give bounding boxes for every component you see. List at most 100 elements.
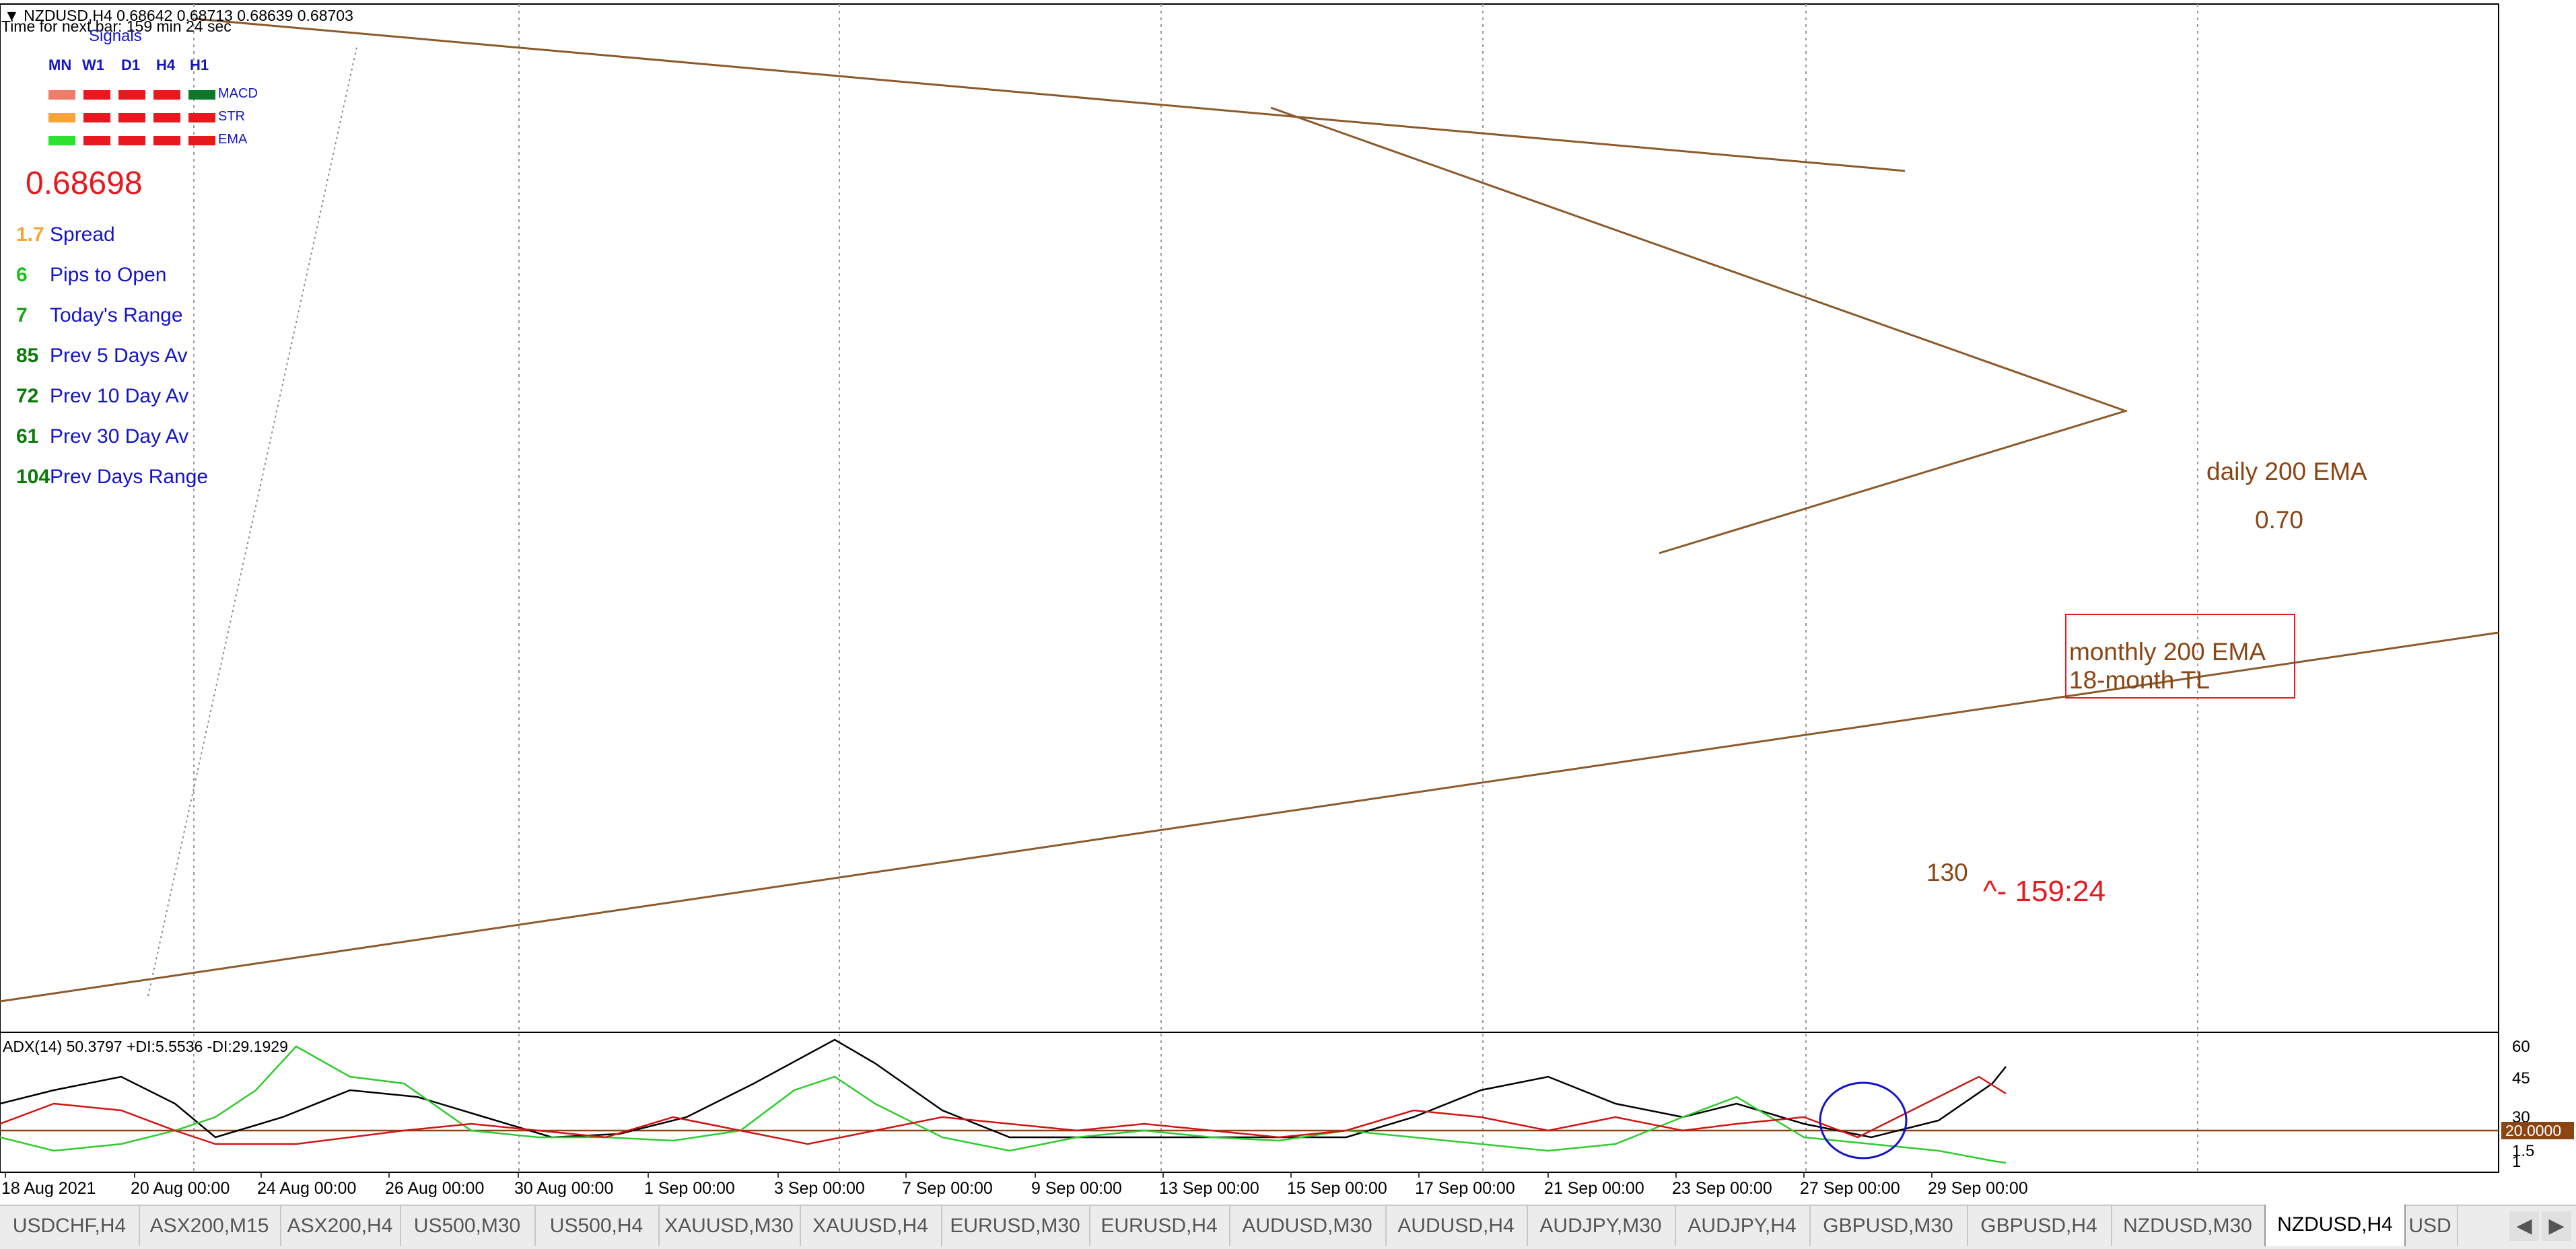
adx-line [0, 1038, 2007, 1139]
stat-value: 85 [16, 345, 39, 367]
signal-cell [83, 90, 110, 100]
time-tick-label: 3 Sep 00:00 [774, 1179, 865, 1198]
chart-tab-audusd-m30[interactable]: AUDUSD,M30 [1229, 1206, 1387, 1246]
adx-tick-label: 45 [2512, 1069, 2530, 1087]
adx-title: ADX(14) 50.3797 +DI:5.5536 -DI:29.1929 [3, 1038, 288, 1055]
time-tick-label: 27 Sep 00:00 [1800, 1179, 1900, 1198]
stat-label: Prev 10 Day Av [50, 385, 189, 407]
chart-tab-nzdusd-h4[interactable]: NZDUSD,H4 [2264, 1205, 2406, 1246]
upper-resistance-trendline [195, 17, 1906, 172]
stat-value: 72 [16, 385, 39, 407]
time-tick-label: 9 Sep 00:00 [1031, 1179, 1122, 1198]
18-month-trendline [0, 631, 2499, 1003]
stat-label: Spread [50, 223, 115, 246]
time-tick-label: 29 Sep 00:00 [1928, 1179, 2028, 1198]
signal-cell [48, 90, 75, 100]
main-panel-frame [0, 3, 2499, 1033]
signal-cell [48, 136, 75, 145]
stat-label: Prev Days Range [50, 466, 209, 488]
time-tick-label: 13 Sep 00:00 [1159, 1179, 1259, 1198]
signal-cell [83, 136, 110, 145]
chart-tab-us500-h4[interactable]: US500,H4 [534, 1206, 660, 1246]
time-tick-label: 7 Sep 00:00 [902, 1179, 993, 1198]
chart-title: ▼ NZDUSD,H4 0.68642 0.68713 0.68639 0.68… [4, 7, 353, 25]
signal-cell [188, 113, 215, 122]
axis-layer: 0.716400.713900.711400.708850.706350.703… [1, 1038, 2574, 1198]
time-tick-label: 17 Sep 00:00 [1415, 1179, 1515, 1198]
tab-scroll-right-icon[interactable]: ▶ [2542, 1211, 2571, 1241]
trendlines-layer [0, 17, 2499, 1003]
signal-cell [188, 136, 215, 145]
signal-timeframe-mn: MN [48, 57, 72, 73]
stat-value: 1.7 [16, 223, 44, 246]
adx-tick-label: 1 [2512, 1153, 2521, 1171]
chart-tab-usd[interactable]: USD [2403, 1206, 2458, 1246]
time-tick-label: 23 Sep 00:00 [1672, 1179, 1772, 1198]
dotted-projection-line [147, 46, 357, 997]
bar-timer: Time for next bar: 159 min 24 sec [1, 17, 232, 35]
time-tick-label: 24 Aug 00:00 [257, 1179, 356, 1198]
stat-label: Prev 5 Days Av [50, 345, 188, 367]
stat-label: Pips to Open [50, 264, 167, 286]
chart-tab-xauusd-h4[interactable]: XAUUSD,H4 [800, 1206, 942, 1246]
signal-timeframe-h1: H1 [190, 57, 209, 73]
daily-ema-label: daily 200 EMA [2206, 458, 2367, 485]
current-price: 0.68698 [26, 166, 143, 201]
chart-tab-xauusd-m30[interactable]: XAUUSD,M30 [658, 1206, 801, 1246]
chart-tab-audjpy-m30[interactable]: AUDJPY,M30 [1527, 1206, 1676, 1246]
stat-value: 7 [16, 304, 28, 326]
chart-tab-usdchf-h4[interactable]: USDCHF,H4 [0, 1206, 140, 1246]
signal-cell [153, 113, 180, 122]
adx-indicator-layer [0, 1038, 2499, 1164]
price-chart[interactable]: 0.0 0.7169623.6 0.7083638.2 0.7030350.0 … [0, 0, 2576, 1205]
plus-di-line [0, 1045, 2007, 1164]
collapse-icon[interactable]: ▼ [4, 7, 20, 24]
tab-scroll-left-icon[interactable]: ◀ [2509, 1211, 2539, 1241]
chart-tabs-bar: USDCHF,H4 ASX200,M15 ASX200,H4 US500,M30 US5… [0, 1205, 2576, 1249]
signal-cell [188, 90, 215, 100]
time-tick-label: 21 Sep 00:00 [1544, 1179, 1644, 1198]
adx-badge [2501, 1122, 2574, 1139]
time-tick-label: 1 Sep 00:00 [644, 1179, 735, 1198]
time-tick-label: 15 Sep 00:00 [1287, 1179, 1387, 1198]
minus-di-line [0, 1075, 2007, 1145]
chart-tab-asx200-h4[interactable]: ASX200,H4 [280, 1206, 401, 1246]
stat-value: 104 [16, 466, 50, 488]
signal-timeframe-h4: H4 [156, 57, 176, 73]
chart-tab-asx200-m15[interactable]: ASX200,M15 [139, 1206, 281, 1246]
time-tick-label: 18 Aug 2021 [1, 1179, 96, 1198]
signal-cell [48, 113, 75, 122]
highlight-circle [1819, 1081, 1908, 1159]
chart-tab-eurusd-m30[interactable]: EURUSD,M30 [941, 1206, 1090, 1246]
adx-tick-label: 60 [2512, 1038, 2530, 1056]
chart-tab-eurusd-h4[interactable]: EURUSD,H4 [1089, 1206, 1230, 1246]
trendline-label: 18-month TL [2069, 666, 2211, 694]
signal-cell [118, 136, 145, 145]
chart-tab-audusd-h4[interactable]: AUDUSD,H4 [1385, 1206, 1528, 1246]
chart-tab-gbpusd-m30[interactable]: GBPUSD,M30 [1809, 1206, 1968, 1246]
monthly-ema-box [2065, 614, 2295, 699]
time-tick-label: 26 Aug 00:00 [385, 1179, 484, 1198]
signal-cell [83, 113, 110, 122]
chart-area[interactable]: 0.0 0.7169623.6 0.7083638.2 0.7030350.0 … [0, 0, 2576, 1205]
stat-label: Today's Range [50, 304, 183, 326]
adx-badge-label: 20.0000 [2505, 1122, 2561, 1139]
chart-tab-gbpusd-h4[interactable]: GBPUSD,H4 [1967, 1206, 2112, 1246]
signal-label: EMA [218, 132, 248, 147]
symbol-ohlc: NZDUSD,H4 0.68642 0.68713 0.68639 0.6870… [24, 7, 353, 24]
adx-panel-frame [0, 1032, 2499, 1173]
descending-trendline [1270, 106, 2125, 412]
signal-cell [118, 113, 145, 122]
signal-cell [153, 136, 180, 145]
chart-tab-audjpy-h4[interactable]: AUDJPY,H4 [1675, 1206, 1811, 1246]
monthly-ema-label: monthly 200 EMA [2069, 638, 2266, 666]
countdown-label: ^- 159:24 [1983, 875, 2106, 908]
signal-label: STR [218, 109, 245, 124]
signal-timeframe-d1: D1 [121, 57, 141, 73]
signals-title: Signals [89, 27, 142, 45]
chart-tab-nzdusd-m30[interactable]: NZDUSD,M30 [2111, 1206, 2266, 1246]
chart-tab-us500-m30[interactable]: US500,M30 [400, 1206, 536, 1246]
signal-cell [118, 90, 145, 100]
daily-ema-value: 0.70 [2255, 506, 2304, 534]
stat-value: 61 [16, 425, 39, 448]
